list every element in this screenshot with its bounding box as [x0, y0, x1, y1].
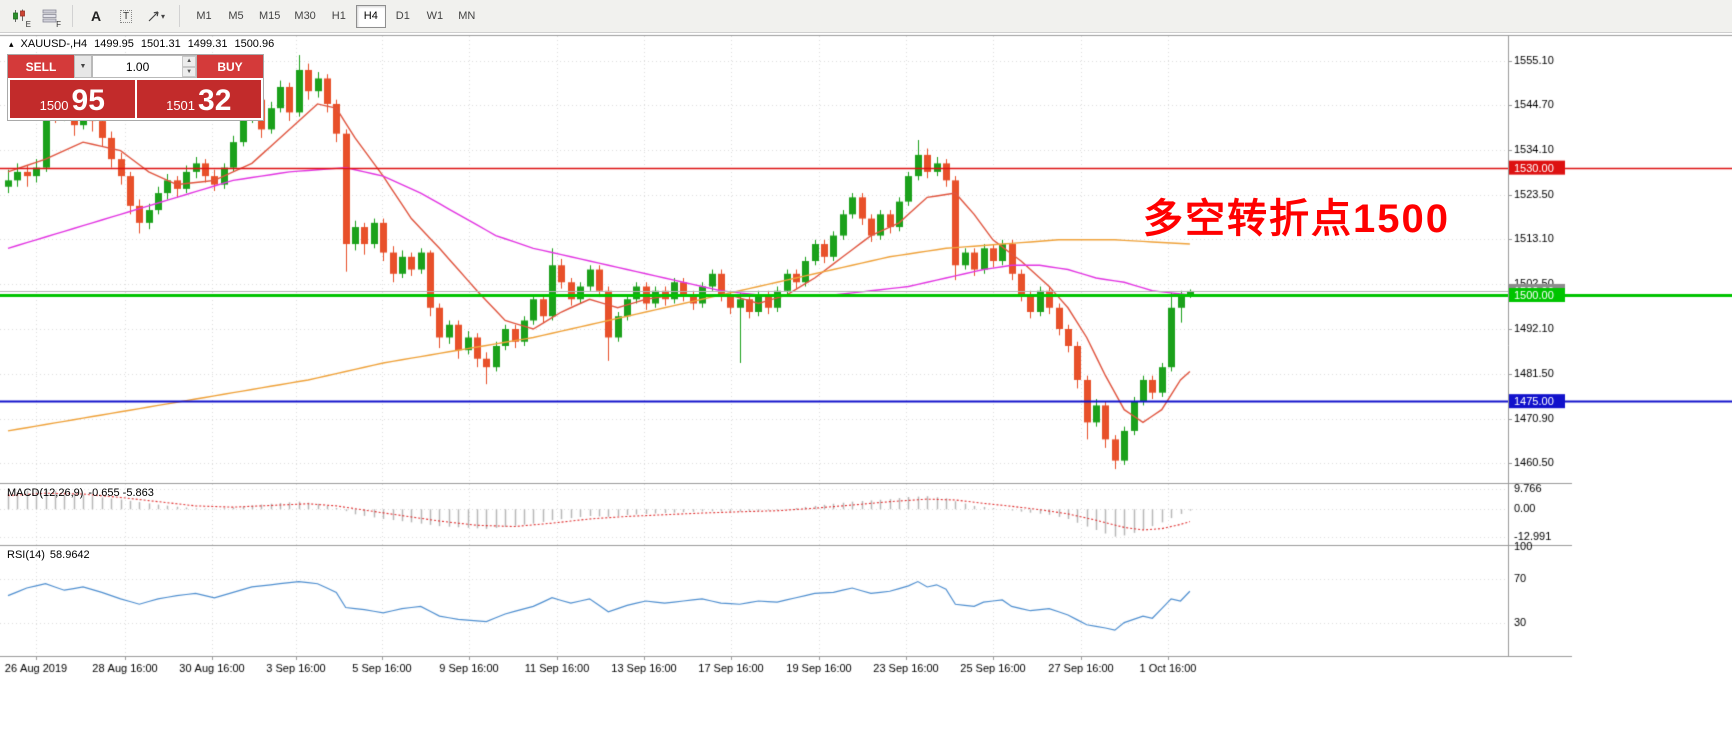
arrow-draw-icon: [148, 10, 159, 21]
annotation-text: 多空转折点1500: [1143, 197, 1450, 241]
volume-increase-button[interactable]: ▲: [182, 56, 196, 67]
ohlc-values: 1499.95 1501.31 1499.31 1500.96: [94, 38, 274, 50]
timeframe-button-mn[interactable]: MN: [452, 5, 482, 28]
timeframe-button-m5[interactable]: M5: [221, 5, 251, 28]
candlestick-template-button[interactable]: E: [5, 4, 33, 29]
macd-indicator-label: MACD(12,26,9) -0.655 -5.863: [7, 487, 159, 499]
timeframe-button-d1[interactable]: D1: [388, 5, 418, 28]
one-click-trading-panel: SELL ▼ ▲ ▼ BUY 1500 95 1501 32: [7, 54, 264, 121]
toolbar-separator: [72, 5, 73, 27]
macd-values: -0.655 -5.863: [88, 487, 154, 499]
candlestick-chart-icon: [12, 9, 25, 22]
buy-button[interactable]: BUY: [197, 55, 263, 78]
text-frame-icon: T: [119, 9, 133, 23]
toolbar-separator: [179, 5, 180, 27]
rsi-value: 58.9642: [49, 549, 90, 561]
quotes-grid-icon: [42, 9, 56, 23]
sell-price-display[interactable]: 1500 95: [10, 80, 135, 118]
trade-prices-row: 1500 95 1501 32: [8, 78, 263, 120]
sell-button[interactable]: SELL: [8, 55, 74, 78]
rsi-name: RSI(14): [7, 549, 45, 561]
chart-header: ▴ XAUUSD-,H4 1499.95 1501.31 1499.31 150…: [9, 38, 274, 50]
text-box-button[interactable]: T: [112, 4, 140, 29]
volume-control: ▲ ▼: [92, 55, 197, 78]
rsi-indicator-label: RSI(14) 58.9642: [7, 549, 95, 561]
timeframe-button-h1[interactable]: H1: [324, 5, 354, 28]
volume-decrease-button[interactable]: ▼: [182, 66, 196, 77]
volume-input[interactable]: [93, 56, 183, 77]
buy-price-small: 1501: [166, 97, 196, 113]
buy-price-big: 32: [198, 84, 232, 118]
timeframe-button-m15[interactable]: M15: [253, 5, 286, 28]
macd-name: MACD(12,26,9): [7, 487, 84, 499]
timeframe-button-h4[interactable]: H4: [355, 4, 386, 28]
chevron-down-icon: ▼: [79, 63, 87, 70]
trade-controls-row: SELL ▼ ▲ ▼ BUY: [8, 55, 263, 78]
close-value: 1500.96: [234, 38, 275, 50]
price-chart-canvas[interactable]: [0, 33, 1732, 748]
icon-badge-f: F: [56, 19, 61, 29]
timeframe-button-m1[interactable]: M1: [189, 5, 219, 28]
text-label-button[interactable]: A: [82, 4, 110, 29]
timeframe-button-w1[interactable]: W1: [420, 5, 450, 28]
quotes-grid-button[interactable]: F: [35, 4, 63, 29]
arrow-objects-button[interactable]: ▾: [142, 4, 170, 29]
trade-panel-toggle-icon[interactable]: ▴: [9, 38, 14, 49]
volume-spinner: ▲ ▼: [182, 56, 196, 77]
top-toolbar: E F A T ▾ M1 M5 M15 M30 H1 H4 D1 W1 MN: [0, 0, 1732, 33]
symbol-title: XAUUSD-,H4: [20, 38, 88, 50]
open-value: 1499.95: [94, 38, 134, 50]
order-type-dropdown[interactable]: ▼: [74, 55, 92, 78]
icon-badge-e: E: [25, 19, 31, 29]
low-value: 1499.31: [187, 38, 228, 50]
high-value: 1501.31: [140, 38, 181, 50]
sell-price-big: 95: [71, 84, 105, 118]
chevron-down-icon: ▾: [160, 11, 165, 21]
sell-price-small: 1500: [39, 97, 69, 113]
timeframe-button-m30[interactable]: M30: [288, 5, 321, 28]
text-label-icon: A: [90, 8, 102, 24]
buy-price-display[interactable]: 1501 32: [136, 80, 261, 118]
